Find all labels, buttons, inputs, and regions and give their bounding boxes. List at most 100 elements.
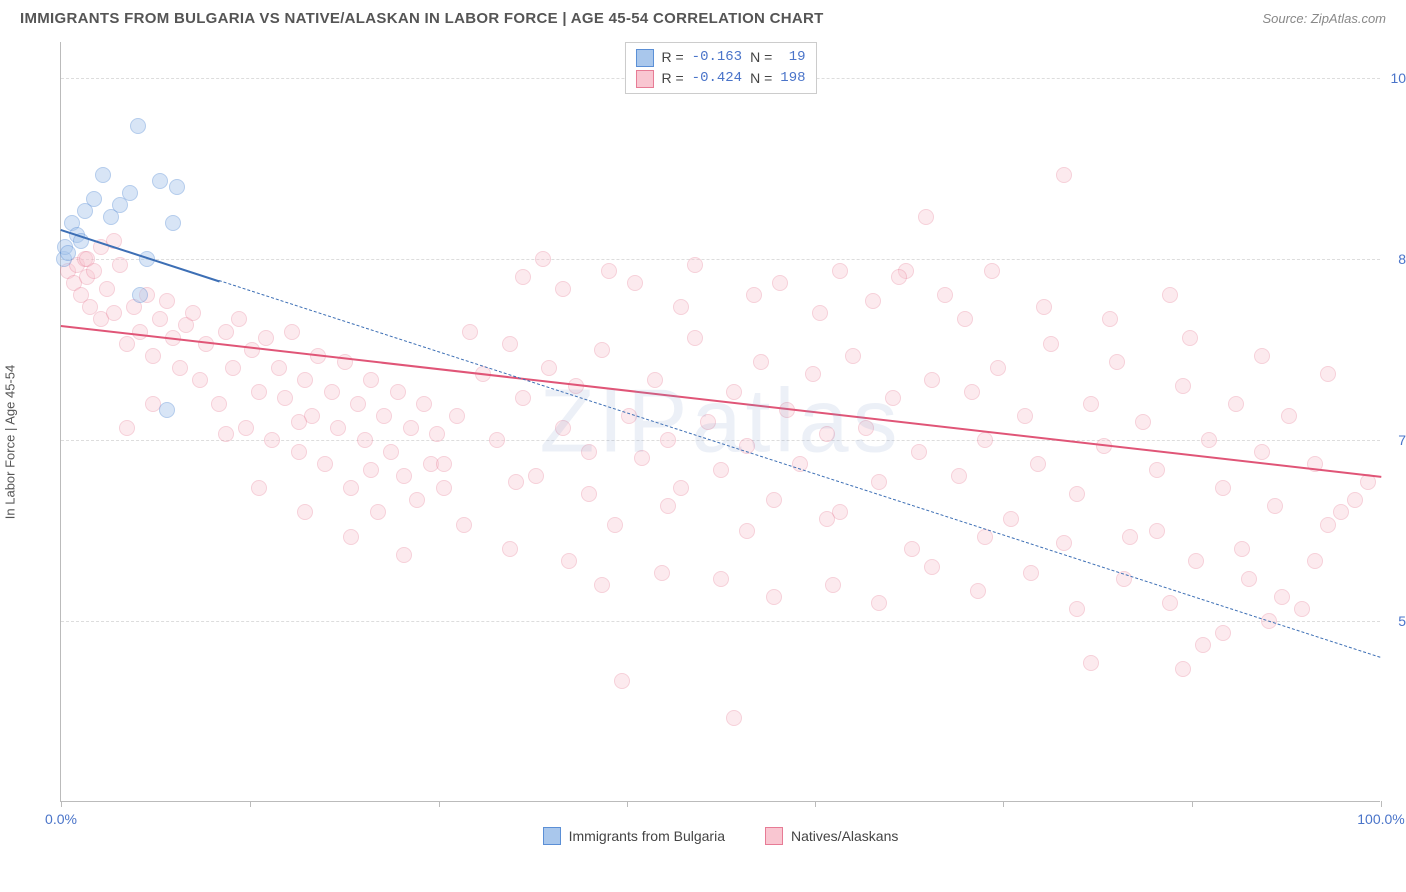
scatter-point xyxy=(502,541,518,557)
scatter-point xyxy=(159,293,175,309)
scatter-point xyxy=(1215,480,1231,496)
scatter-point xyxy=(858,420,874,436)
scatter-point xyxy=(957,311,973,327)
scatter-point xyxy=(396,547,412,563)
scatter-point xyxy=(673,480,689,496)
scatter-point xyxy=(297,504,313,520)
scatter-point xyxy=(258,330,274,346)
scatter-point xyxy=(937,287,953,303)
scatter-point xyxy=(60,263,76,279)
scatter-point xyxy=(178,317,194,333)
scatter-point xyxy=(1102,311,1118,327)
scatter-point xyxy=(627,275,643,291)
scatter-point xyxy=(746,287,762,303)
scatter-point xyxy=(726,710,742,726)
swatch-series-b xyxy=(635,70,653,88)
scatter-point xyxy=(555,281,571,297)
scatter-point xyxy=(218,324,234,340)
scatter-point xyxy=(403,420,419,436)
scatter-point xyxy=(1175,378,1191,394)
y-tick-label: 70.0% xyxy=(1384,432,1406,448)
scatter-point xyxy=(330,420,346,436)
scatter-point xyxy=(1234,541,1250,557)
scatter-point xyxy=(1056,167,1072,183)
scatter-point xyxy=(145,348,161,364)
gridline-h xyxy=(61,440,1380,441)
scatter-point xyxy=(383,444,399,460)
gridline-h xyxy=(61,621,1380,622)
scatter-point xyxy=(1003,511,1019,527)
x-tick-mark xyxy=(250,801,251,807)
scatter-point xyxy=(700,414,716,430)
scatter-point xyxy=(1274,589,1290,605)
scatter-point xyxy=(1281,408,1297,424)
scatter-point xyxy=(614,673,630,689)
scatter-point xyxy=(654,565,670,581)
scatter-point xyxy=(93,311,109,327)
scatter-point xyxy=(376,408,392,424)
scatter-point xyxy=(904,541,920,557)
swatch-series-b xyxy=(765,827,783,845)
scatter-point xyxy=(581,486,597,502)
scatter-point xyxy=(713,571,729,587)
scatter-point xyxy=(238,420,254,436)
scatter-point xyxy=(885,390,901,406)
scatter-point xyxy=(363,462,379,478)
x-tick-mark xyxy=(627,801,628,807)
scatter-point xyxy=(130,118,146,134)
scatter-point xyxy=(436,480,452,496)
scatter-point xyxy=(152,173,168,189)
scatter-point xyxy=(1307,553,1323,569)
scatter-point xyxy=(284,324,300,340)
scatter-point xyxy=(343,529,359,545)
x-tick-mark xyxy=(439,801,440,807)
scatter-point xyxy=(416,396,432,412)
x-tick-mark xyxy=(1192,801,1193,807)
y-tick-label: 100.0% xyxy=(1384,70,1406,86)
scatter-point xyxy=(601,263,617,279)
gridline-h xyxy=(61,259,1380,260)
scatter-point xyxy=(687,330,703,346)
scatter-point xyxy=(423,456,439,472)
scatter-point xyxy=(772,275,788,291)
scatter-point xyxy=(634,450,650,466)
scatter-point xyxy=(122,185,138,201)
scatter-point xyxy=(673,299,689,315)
plot-area: ZIPatlas R = -0.163 N = 19 R = -0.424 N … xyxy=(60,42,1380,802)
scatter-point xyxy=(555,420,571,436)
scatter-point xyxy=(766,589,782,605)
scatter-point xyxy=(456,517,472,533)
scatter-point xyxy=(86,191,102,207)
n-label: N = xyxy=(750,47,772,68)
scatter-point xyxy=(1175,661,1191,677)
scatter-point xyxy=(528,468,544,484)
scatter-point xyxy=(1069,601,1085,617)
scatter-point xyxy=(79,269,95,285)
x-tick-mark xyxy=(61,801,62,807)
scatter-point xyxy=(271,360,287,376)
scatter-point xyxy=(753,354,769,370)
legend-row-series-b: R = -0.424 N = 198 xyxy=(635,68,805,89)
scatter-point xyxy=(1135,414,1151,430)
scatter-point xyxy=(970,583,986,599)
scatter-point xyxy=(911,444,927,460)
scatter-point xyxy=(713,462,729,478)
scatter-point xyxy=(304,408,320,424)
source-attribution: Source: ZipAtlas.com xyxy=(1262,11,1386,26)
scatter-point xyxy=(436,456,452,472)
scatter-point xyxy=(1320,366,1336,382)
scatter-point xyxy=(508,474,524,490)
swatch-series-a xyxy=(543,827,561,845)
trend-line xyxy=(61,325,1381,478)
scatter-point xyxy=(1228,396,1244,412)
scatter-point xyxy=(363,372,379,388)
scatter-point xyxy=(1069,486,1085,502)
scatter-point xyxy=(119,420,135,436)
x-tick-label: 0.0% xyxy=(45,811,77,827)
scatter-point xyxy=(891,269,907,285)
x-tick-mark xyxy=(815,801,816,807)
legend-row-series-a: R = -0.163 N = 19 xyxy=(635,47,805,68)
scatter-point xyxy=(825,577,841,593)
scatter-point xyxy=(845,348,861,364)
scatter-point xyxy=(77,203,93,219)
